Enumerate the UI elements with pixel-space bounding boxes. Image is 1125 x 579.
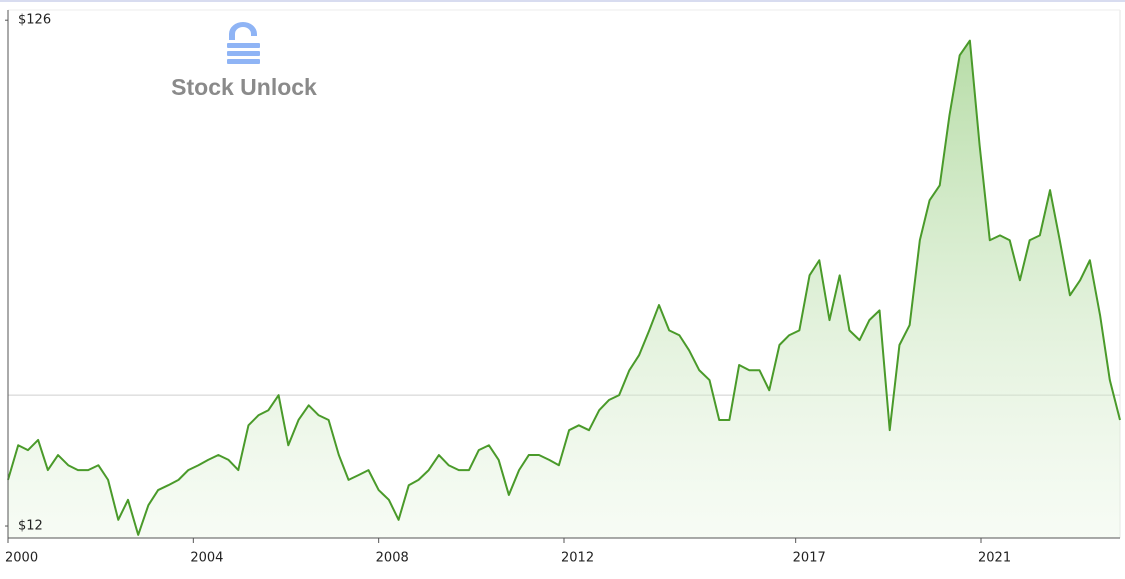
- logo-bar: [227, 43, 260, 48]
- price-line: [7, 39, 1121, 536]
- x-tick-label: 2021: [978, 551, 1011, 566]
- logo-bar: [227, 59, 260, 64]
- watermark: Stock Unlock: [171, 74, 317, 100]
- x-tick-label: 2012: [561, 551, 594, 566]
- x-tick-label: 2017: [793, 551, 826, 566]
- y-tick-label: $126: [18, 13, 51, 28]
- x-tick-label: 2004: [190, 551, 223, 566]
- x-tick-label: 2000: [5, 551, 38, 566]
- logo: Stock Unlock: [171, 22, 317, 100]
- logo-shackle: [229, 22, 257, 40]
- area-fill: [8, 40, 1120, 539]
- x-tick-label: 2008: [376, 551, 409, 566]
- logo-bar: [227, 51, 260, 56]
- y-tick-label: $12: [18, 519, 43, 534]
